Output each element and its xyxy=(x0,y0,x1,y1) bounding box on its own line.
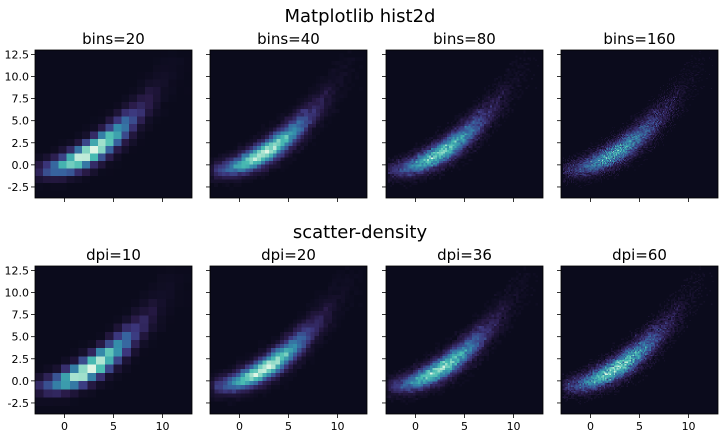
density-image xyxy=(386,266,543,414)
density-image xyxy=(210,266,367,414)
y-tick-label: 5.0 xyxy=(12,115,30,128)
panel-2-4: dpi=60 0 5 10 xyxy=(557,246,719,432)
x-tick-label: 10 xyxy=(331,420,345,432)
y-tick-label: 12.5 xyxy=(5,264,30,277)
panel-title: dpi=20 xyxy=(261,246,316,264)
panel-title: dpi=60 xyxy=(612,246,667,264)
x-tick-label: 0 xyxy=(61,420,68,432)
x-tick-label: 5 xyxy=(461,420,468,432)
row-title-2: scatter-density xyxy=(293,222,428,243)
panel-2-2: dpi=20 0 5 10 xyxy=(206,246,368,432)
x-tick-label: 5 xyxy=(636,420,643,432)
y-tick-label: 10.0 xyxy=(5,71,30,84)
panel-1-2: bins=40 xyxy=(206,30,368,202)
y-tick-label: 2.5 xyxy=(12,137,30,150)
x-tick-label: 0 xyxy=(412,420,419,432)
y-tick-label: 2.5 xyxy=(12,353,30,366)
panel-1-3: bins=80 xyxy=(382,30,544,202)
y-tick-label: 12.5 xyxy=(5,48,30,61)
density-image xyxy=(35,50,192,198)
panel-2-1: dpi=10 0 5 10 -2.5 0.0 2.5 5.0 7.5 10.0 12.5 xyxy=(5,246,193,432)
density-image xyxy=(210,50,367,198)
y-tick-label: 0.0 xyxy=(12,375,30,388)
panel-1-4: bins=160 xyxy=(557,30,719,202)
density-image xyxy=(561,266,718,414)
x-tick-label: 5 xyxy=(110,420,117,432)
density-image xyxy=(561,50,718,198)
panel-title: bins=80 xyxy=(433,30,496,48)
x-tick-label: 0 xyxy=(587,420,594,432)
x-tick-label: 5 xyxy=(285,420,292,432)
panel-1-1: bins=20 -2.5 0.0 2.5 5.0 7.5 10.0 12.5 xyxy=(5,30,193,202)
x-tick-label: 10 xyxy=(156,420,170,432)
panel-title: dpi=10 xyxy=(86,246,141,264)
panel-title: dpi=36 xyxy=(437,246,492,264)
y-tick-label: -2.5 xyxy=(8,397,29,410)
y-tick-label: 5.0 xyxy=(12,331,30,344)
x-tick-label: 10 xyxy=(507,420,521,432)
y-tick-label: 10.0 xyxy=(5,287,30,300)
density-image xyxy=(35,266,192,414)
x-tick-label: 10 xyxy=(682,420,696,432)
panel-title: bins=20 xyxy=(82,30,145,48)
y-tick-label: 7.5 xyxy=(12,93,30,106)
y-tick-label: 0.0 xyxy=(12,159,30,172)
x-tick-label: 0 xyxy=(236,420,243,432)
y-tick-label: 7.5 xyxy=(12,309,30,322)
panel-title: bins=40 xyxy=(257,30,320,48)
density-image xyxy=(386,50,543,198)
panel-title: bins=160 xyxy=(603,30,675,48)
row-title-1: Matplotlib hist2d xyxy=(285,6,436,27)
panel-2-3: dpi=36 0 5 10 xyxy=(382,246,544,432)
y-tick-label: -2.5 xyxy=(8,181,29,194)
